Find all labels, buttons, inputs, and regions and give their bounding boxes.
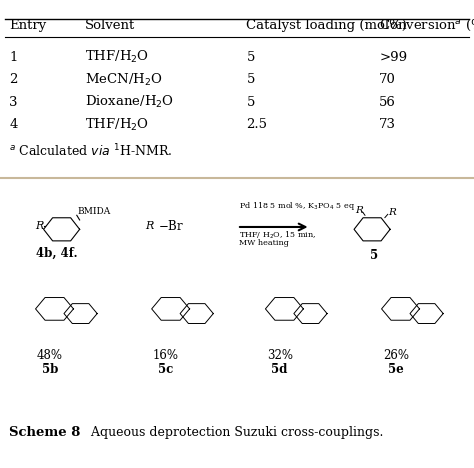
Text: 5: 5 xyxy=(246,51,255,64)
Text: R: R xyxy=(355,206,363,215)
Text: R: R xyxy=(35,220,43,231)
Text: Catalyst loading (mol%): Catalyst loading (mol%) xyxy=(246,19,407,32)
Text: 5d: 5d xyxy=(272,363,288,376)
Text: Solvent: Solvent xyxy=(85,19,136,32)
Text: 5: 5 xyxy=(246,73,255,86)
Text: 5: 5 xyxy=(370,249,378,262)
Text: 1: 1 xyxy=(9,51,18,64)
Text: THF/H$_2$O: THF/H$_2$O xyxy=(85,117,149,132)
Text: 5c: 5c xyxy=(158,363,173,376)
Text: R: R xyxy=(388,208,396,218)
Text: $-$Br: $-$Br xyxy=(158,219,184,233)
Text: 2: 2 xyxy=(9,73,18,86)
Text: 3: 3 xyxy=(9,95,18,109)
Text: 5b: 5b xyxy=(42,363,58,376)
Text: 32%: 32% xyxy=(267,349,292,362)
Text: >99: >99 xyxy=(379,51,407,64)
Text: Dioxane/H$_2$O: Dioxane/H$_2$O xyxy=(85,94,174,110)
Text: $^{a}$ Calculated $\it{via}$ $^{1}$H-NMR.: $^{a}$ Calculated $\it{via}$ $^{1}$H-NMR… xyxy=(9,143,173,159)
Text: Aqueous deprotection Suzuki cross-couplings.: Aqueous deprotection Suzuki cross-coupli… xyxy=(83,426,383,439)
Text: 73: 73 xyxy=(379,118,396,131)
Text: 70: 70 xyxy=(379,73,396,86)
Text: BMIDA: BMIDA xyxy=(78,207,111,216)
Text: 26%: 26% xyxy=(383,349,409,362)
Text: 2.5: 2.5 xyxy=(246,118,267,131)
Text: Conversion$^{a}$ (%): Conversion$^{a}$ (%) xyxy=(379,18,474,33)
Text: Pd 118 5 mol %, K$_3$PO$_4$ 5 eq: Pd 118 5 mol %, K$_3$PO$_4$ 5 eq xyxy=(239,199,356,212)
Text: R: R xyxy=(145,220,154,231)
Text: 5: 5 xyxy=(246,95,255,109)
Text: THF/H$_2$O: THF/H$_2$O xyxy=(85,49,149,65)
Text: MW heating: MW heating xyxy=(239,239,289,247)
Text: 5e: 5e xyxy=(388,363,404,376)
Text: THF/ H$_2$O, 15 min,: THF/ H$_2$O, 15 min, xyxy=(239,229,317,241)
Text: 56: 56 xyxy=(379,95,396,109)
Text: 4b, 4f.: 4b, 4f. xyxy=(36,247,77,260)
Text: 48%: 48% xyxy=(37,349,63,362)
Text: Scheme 8: Scheme 8 xyxy=(9,426,81,439)
Text: MeCN/H$_2$O: MeCN/H$_2$O xyxy=(85,72,163,88)
Text: 4: 4 xyxy=(9,118,18,131)
Text: 16%: 16% xyxy=(153,349,179,362)
Text: Entry: Entry xyxy=(9,19,47,32)
